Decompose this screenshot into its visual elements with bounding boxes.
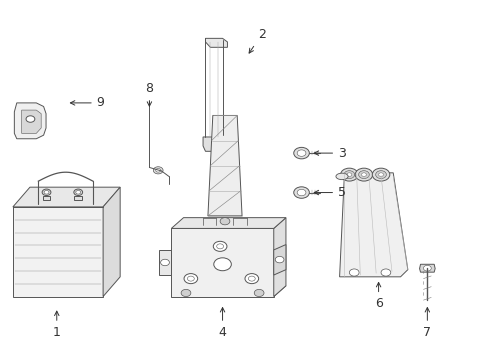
Polygon shape xyxy=(203,137,229,151)
Circle shape xyxy=(371,168,389,181)
Ellipse shape xyxy=(335,173,347,180)
Polygon shape xyxy=(419,264,434,272)
Circle shape xyxy=(153,167,163,174)
Circle shape xyxy=(74,189,82,195)
Circle shape xyxy=(248,276,255,281)
Text: 5: 5 xyxy=(314,186,346,199)
Circle shape xyxy=(343,171,354,179)
Circle shape xyxy=(293,187,309,198)
Polygon shape xyxy=(13,187,120,207)
Circle shape xyxy=(297,189,305,196)
Polygon shape xyxy=(205,39,227,47)
Text: 6: 6 xyxy=(374,283,382,310)
Polygon shape xyxy=(171,218,285,228)
Circle shape xyxy=(26,116,35,122)
Text: 9: 9 xyxy=(70,96,104,109)
Circle shape xyxy=(160,259,169,266)
Circle shape xyxy=(293,147,309,159)
Circle shape xyxy=(213,241,226,251)
Text: 4: 4 xyxy=(218,307,226,339)
Circle shape xyxy=(375,171,386,179)
Polygon shape xyxy=(13,207,103,297)
Circle shape xyxy=(423,265,430,271)
Circle shape xyxy=(254,289,264,297)
Circle shape xyxy=(42,189,51,195)
Circle shape xyxy=(220,218,229,225)
Polygon shape xyxy=(14,103,46,139)
Circle shape xyxy=(346,173,351,176)
Circle shape xyxy=(348,269,358,276)
Text: 1: 1 xyxy=(53,311,61,339)
Text: 3: 3 xyxy=(314,147,345,159)
Bar xyxy=(74,195,82,200)
Circle shape xyxy=(354,168,372,181)
Polygon shape xyxy=(339,173,407,277)
Text: 7: 7 xyxy=(423,307,430,339)
Circle shape xyxy=(275,256,284,263)
Circle shape xyxy=(183,274,197,284)
Circle shape xyxy=(181,289,190,297)
Polygon shape xyxy=(21,110,41,134)
Polygon shape xyxy=(103,187,120,297)
Polygon shape xyxy=(273,244,285,275)
Circle shape xyxy=(297,150,305,156)
Circle shape xyxy=(216,244,223,249)
Circle shape xyxy=(380,269,390,276)
Polygon shape xyxy=(171,228,273,297)
Circle shape xyxy=(156,168,160,172)
Polygon shape xyxy=(273,218,285,297)
Polygon shape xyxy=(159,250,171,275)
Circle shape xyxy=(358,171,368,179)
Circle shape xyxy=(340,168,357,181)
Circle shape xyxy=(244,274,258,284)
Bar xyxy=(42,195,50,200)
Circle shape xyxy=(361,173,366,176)
Polygon shape xyxy=(171,286,285,297)
Text: 8: 8 xyxy=(145,82,153,106)
Circle shape xyxy=(76,190,81,194)
Polygon shape xyxy=(207,116,242,216)
Circle shape xyxy=(378,173,383,176)
Circle shape xyxy=(44,190,49,194)
Text: 2: 2 xyxy=(248,28,265,53)
Circle shape xyxy=(213,258,231,271)
Circle shape xyxy=(187,276,194,281)
